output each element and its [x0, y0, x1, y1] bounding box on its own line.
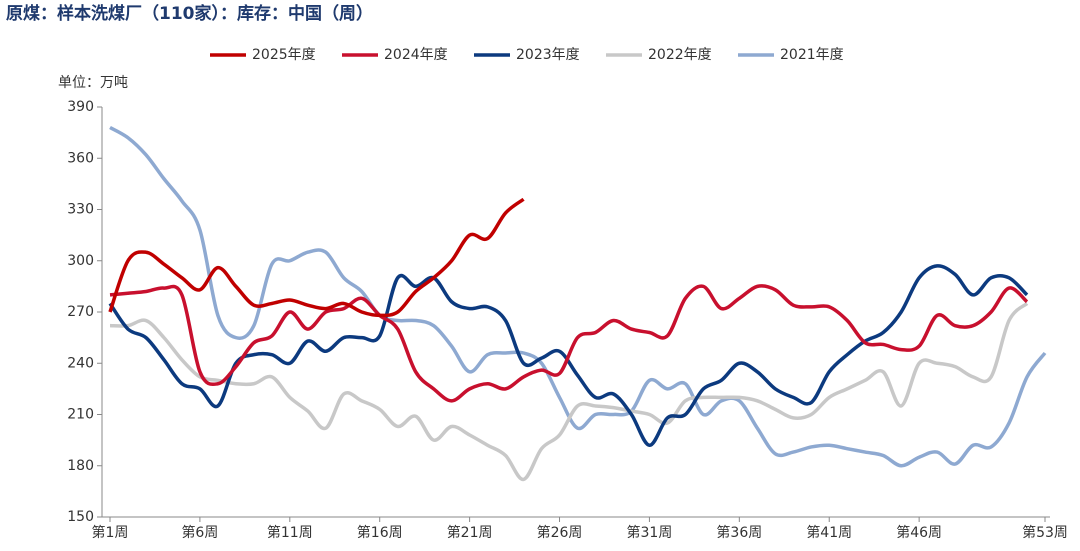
x-tick-label: 第31周 [627, 524, 673, 541]
y-axis-label: 单位：万吨 [58, 75, 128, 91]
line-series [108, 264, 1029, 447]
chart-title: 原煤：样本洗煤厂（110家）：库存：中国（周） [6, 3, 373, 24]
legend-label: 2024年度 [384, 47, 448, 63]
y-tick-label: 270 [67, 304, 94, 320]
x-tick-label: 第53周 [1022, 524, 1068, 541]
x-tick-label: 第26周 [537, 524, 583, 541]
line-series [108, 197, 525, 318]
legend-label: 2023年度 [516, 47, 580, 63]
x-tick-label: 第16周 [357, 524, 403, 541]
x-tick-label: 第41周 [806, 524, 852, 541]
y-tick-label: 180 [67, 458, 94, 474]
x-tick-label: 第36周 [716, 524, 762, 541]
x-tick-label: 第1周 [92, 524, 129, 541]
x-tick-label: 第6周 [181, 524, 218, 541]
y-tick-label: 360 [67, 150, 94, 166]
y-tick-label: 150 [67, 509, 94, 525]
y-tick-label: 240 [67, 355, 94, 371]
x-tick-label: 第11周 [267, 524, 313, 541]
legend-label: 2021年度 [780, 47, 844, 63]
x-tick-label: 第46周 [896, 524, 942, 541]
y-tick-label: 210 [67, 407, 94, 423]
y-tick-label: 390 [67, 99, 94, 115]
y-tick-label: 330 [67, 202, 94, 218]
legend-label: 2025年度 [252, 47, 316, 63]
line-series [109, 302, 1029, 482]
line-series [109, 284, 1029, 403]
legend-label: 2022年度 [648, 47, 712, 63]
line-series [109, 125, 1047, 468]
x-tick-label: 第21周 [447, 524, 493, 541]
y-tick-label: 300 [67, 253, 94, 269]
